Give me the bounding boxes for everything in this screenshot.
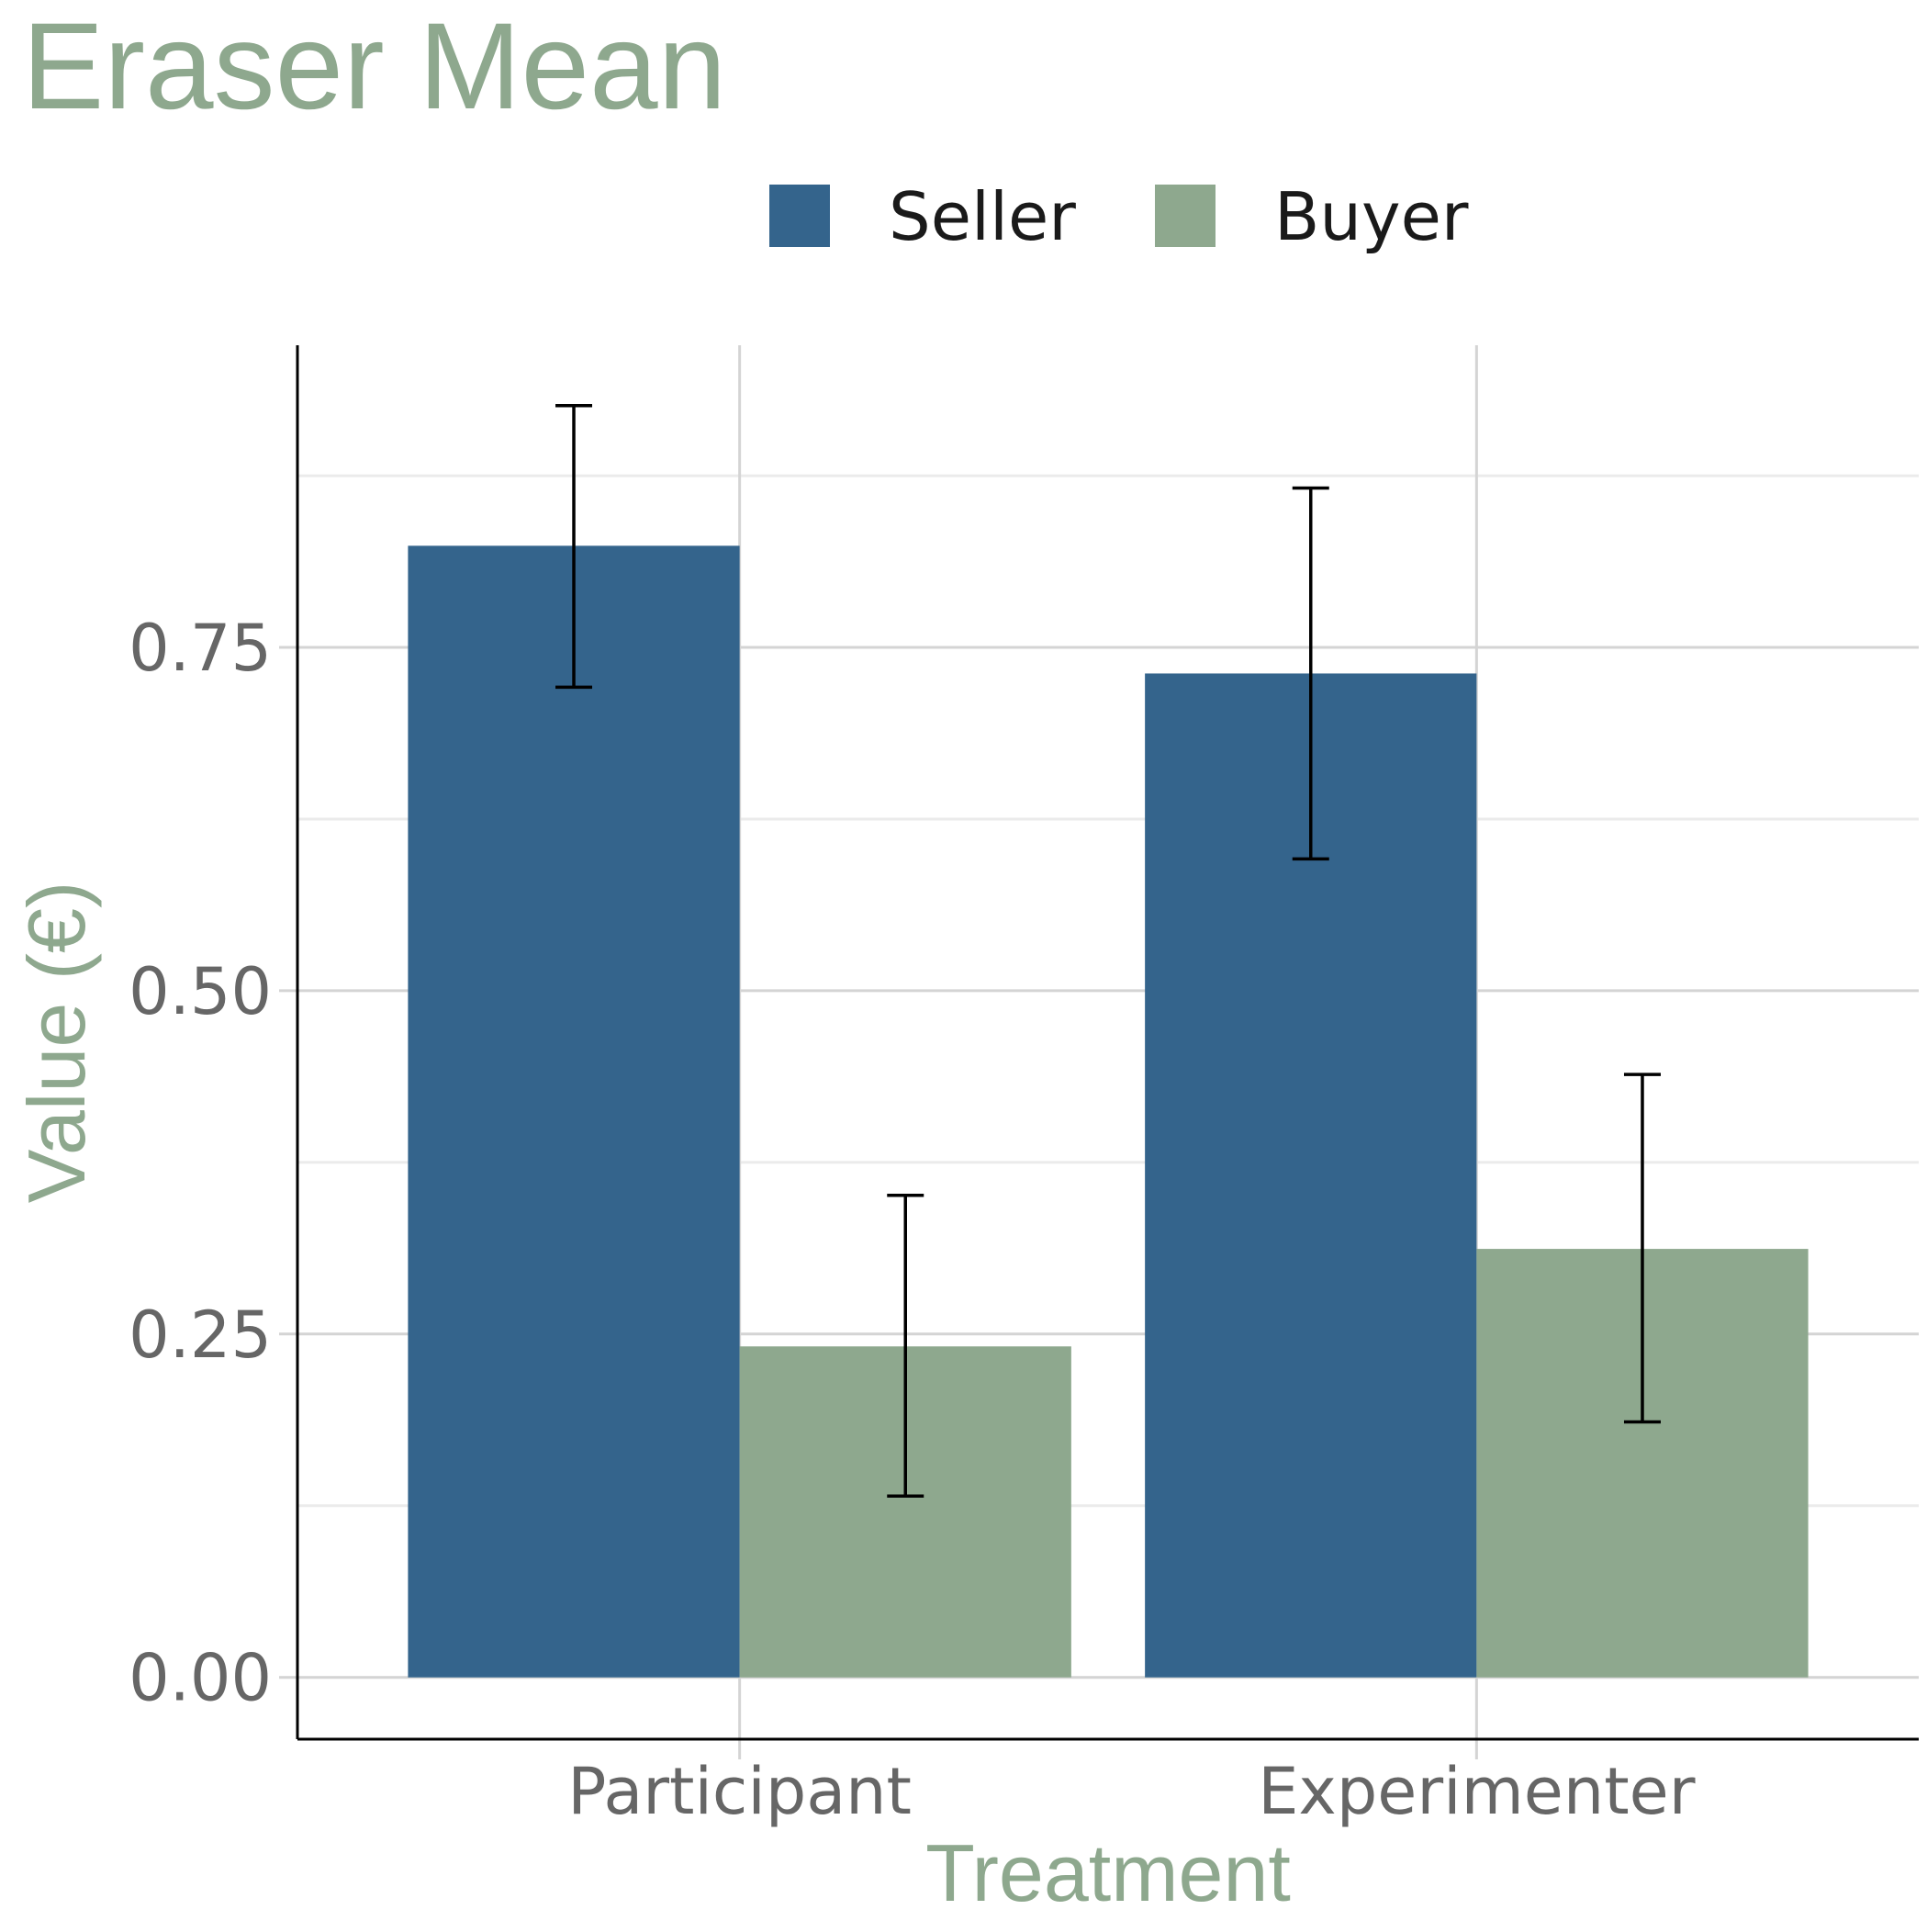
error-bar-seller-participant: [555, 404, 593, 690]
x-tick-labels: Participant Experimenter: [567, 1754, 1695, 1829]
bar-seller-participant: [408, 545, 740, 1678]
y-tick-labels: 0.00 0.25 0.50 0.75: [129, 611, 297, 1716]
bars: [408, 545, 1809, 1678]
error-bars: [555, 404, 1661, 1499]
legend: Seller Buyer: [769, 178, 1469, 255]
y-tick-label: 0.00: [129, 1641, 272, 1716]
y-tick-label: 0.75: [129, 611, 272, 686]
error-bar-buyer-experimenter: [1623, 1073, 1661, 1424]
legend-label: Seller: [889, 178, 1076, 255]
x-tick-label: Participant: [567, 1754, 912, 1829]
error-bar-seller-experimenter: [1292, 486, 1329, 861]
y-axis-title: Value (€): [11, 882, 102, 1204]
error-bar-buyer-participant: [887, 1194, 924, 1499]
chart-title: Eraser Mean: [22, 0, 726, 135]
legend-item-buyer: Buyer: [1155, 178, 1469, 255]
y-tick-label: 0.25: [129, 1297, 272, 1373]
x-tick-label: Experimenter: [1258, 1754, 1696, 1829]
legend-item-seller: Seller: [769, 178, 1076, 255]
x-axis-title: Treatment: [925, 1827, 1291, 1918]
legend-swatch: [769, 185, 830, 247]
y-tick-label: 0.50: [129, 954, 272, 1029]
legend-label: Buyer: [1274, 178, 1469, 255]
legend-swatch: [1155, 185, 1216, 247]
